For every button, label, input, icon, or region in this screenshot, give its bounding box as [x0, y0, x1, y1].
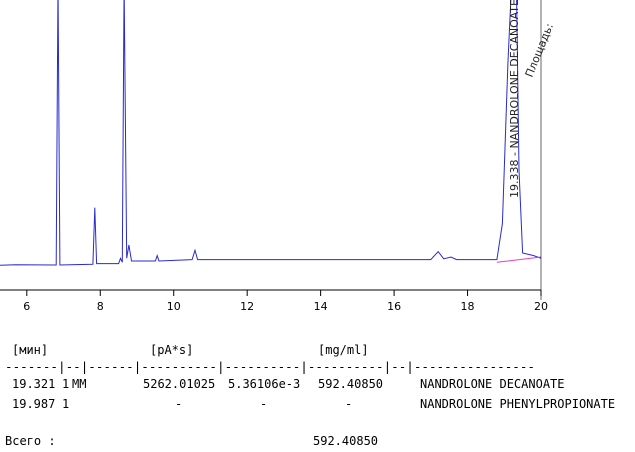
- total-value: 592.40850: [313, 434, 378, 448]
- report-cell: -: [175, 397, 182, 411]
- peak-label: 19.338 - NANDROLONE DECANOATE: [508, 0, 521, 198]
- unit: [мин]: [12, 343, 48, 357]
- report-cell: MM: [72, 377, 86, 391]
- report-cell: 5262.01025: [143, 377, 215, 391]
- x-tick-label: 14: [314, 300, 328, 313]
- total-label: Всего :: [5, 434, 56, 448]
- unit: [mg/ml]: [318, 343, 369, 357]
- x-tick-label: 10: [167, 300, 181, 313]
- report-cell: -: [260, 397, 267, 411]
- report-cell: -: [345, 397, 352, 411]
- baseline: [496, 256, 541, 263]
- x-tick-label: 12: [240, 300, 254, 313]
- x-tick-label: 6: [23, 300, 30, 313]
- area-label: Площадь:: [523, 21, 556, 79]
- plot-area: [0, 0, 541, 266]
- separator: -------|--|------|----------|----------|…: [5, 360, 535, 374]
- report-cell: 1: [62, 397, 69, 411]
- report-cell: 5.36106e-3: [228, 377, 300, 391]
- x-tick-label: 20: [534, 300, 548, 313]
- report-cell: 592.40850: [318, 377, 383, 391]
- x-tick-label: 18: [461, 300, 475, 313]
- report-cell: NANDROLONE DECANOATE: [420, 377, 565, 391]
- x-tick-label: 16: [387, 300, 401, 313]
- report-cell: NANDROLONE PHENYLPROPIONATE: [420, 397, 615, 411]
- report-cell: 19.321: [12, 377, 55, 391]
- report-cell: 19.987: [12, 397, 55, 411]
- report-cell: 1: [62, 377, 69, 391]
- x-tick-label: 8: [97, 300, 104, 313]
- trace: [0, 0, 541, 266]
- unit: [pA*s]: [150, 343, 193, 357]
